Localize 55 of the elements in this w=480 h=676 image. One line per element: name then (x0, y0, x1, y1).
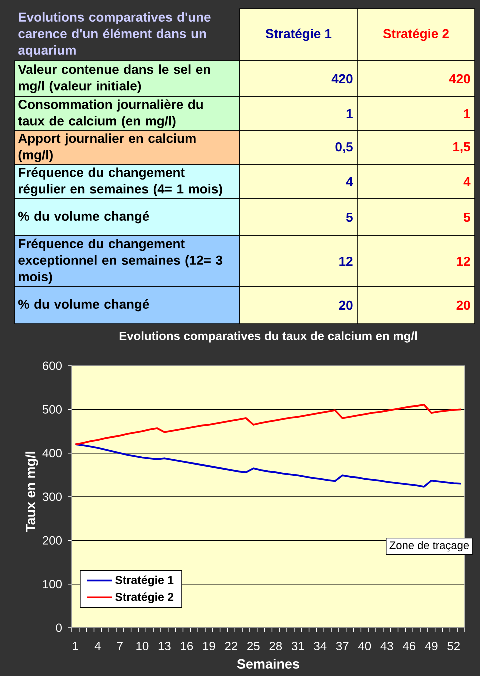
text: 5 (464, 212, 470, 222)
x-tick-label: 37 (336, 642, 349, 651)
annotation: Zone de traçage (390, 541, 470, 552)
chart-title: Evolutions comparatives du taux de calcium en mg/l (120, 332, 418, 343)
text: 1 (346, 110, 353, 118)
y-tick-label: 500 (42, 405, 62, 414)
text: 420 (332, 74, 353, 84)
x-tick-label: 10 (136, 642, 149, 651)
legend-label: Stratégie 2 (116, 592, 174, 604)
text: 20 (456, 300, 470, 310)
y-tick-label: 300 (42, 492, 62, 502)
text: 20 (339, 300, 353, 310)
x-tick-label: 13 (158, 642, 171, 651)
x-axis-title: Semaines (237, 659, 300, 669)
x-tick-label: 25 (248, 642, 260, 651)
x-tick-label: 7 (117, 642, 123, 650)
x-tick-label: 19 (203, 642, 216, 651)
y-tick-label: 400 (42, 449, 62, 458)
category-label: Fréquence du changement exceptionnel en semaines (12= 3 mois) (18, 238, 223, 284)
text: 12 (457, 256, 470, 266)
x-tick-label: 34 (314, 642, 327, 651)
x-tick-label: 46 (402, 642, 416, 651)
text: 420 (449, 74, 470, 84)
y-tick-label: 0 (56, 624, 62, 632)
x-tick-label: 40 (358, 642, 372, 651)
legend-label: Stratégie 1 (116, 576, 174, 587)
category-label: % du volume changé (18, 211, 150, 224)
text: 5 (346, 212, 353, 222)
x-tick-label: 49 (425, 642, 438, 651)
category-label: Stratégie 1 (266, 28, 332, 42)
text: 1,5 (454, 142, 470, 154)
category-label: Apport journalier en calcium (mg/l) (18, 134, 196, 162)
y-axis-title: Taux en mg/l (26, 452, 38, 532)
y-tick-label: 600 (43, 362, 62, 370)
x-tick-label: 1 (73, 642, 78, 650)
x-tick-label: 43 (380, 642, 394, 651)
x-tick-label: 22 (225, 642, 238, 650)
x-tick-label: 31 (292, 642, 304, 651)
category-label: Valeur contenue dans le sel en mg/l (valeur initiale) (18, 64, 210, 94)
category-label: % du volume changé (18, 299, 150, 312)
category-label: Consommation journalière du taux de calcium (en mg/l) (18, 100, 203, 128)
x-tick-label: 52 (448, 642, 460, 651)
y-tick-label: 100 (43, 580, 62, 589)
text: 12 (340, 256, 353, 266)
x-tick-label: 28 (270, 642, 282, 651)
text: 1 (464, 110, 470, 118)
text: 0,5 (336, 142, 353, 154)
x-tick-label: 4 (94, 642, 101, 650)
text: 4 (346, 178, 354, 186)
text: Evolutions comparatives d'une carence d'un élément dans un aquarium (18, 12, 211, 58)
category-label: Fréquence du changement régulier en semaines (4= 1 mois) (19, 168, 222, 196)
category-label: Stratégie 2 (383, 28, 449, 42)
x-tick-label: 16 (181, 642, 194, 651)
text: 4 (464, 178, 471, 186)
y-tick-label: 200 (43, 536, 62, 545)
